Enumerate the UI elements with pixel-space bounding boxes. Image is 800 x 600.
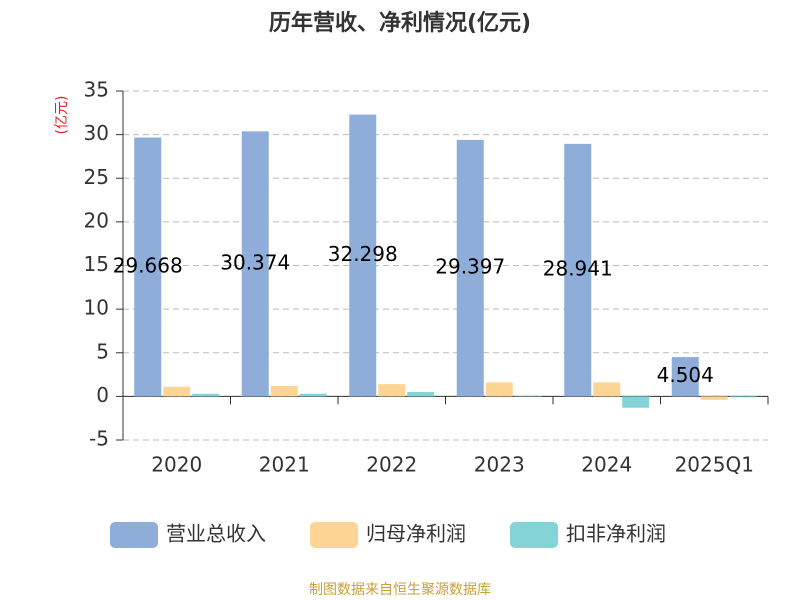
x-tick-label: 2022 — [366, 453, 417, 477]
bar — [163, 386, 191, 397]
y-tick-label: 5 — [96, 339, 109, 363]
bar — [407, 392, 435, 397]
data-label: 4.504 — [657, 363, 714, 387]
bar — [485, 382, 513, 397]
bar — [564, 143, 592, 397]
legend-label: 营业总收入 — [166, 522, 266, 546]
bar — [622, 396, 650, 408]
x-tick-label: 2023 — [474, 453, 525, 477]
y-axis-label: (亿元) — [54, 96, 70, 135]
x-tick-label: 2021 — [259, 453, 310, 477]
x-tick-label: 2020 — [151, 453, 202, 477]
y-tick-label: 15 — [84, 252, 109, 276]
legend-swatch — [310, 522, 358, 548]
y-tick-label: 35 — [84, 78, 109, 102]
bar — [134, 137, 162, 397]
legend-label: 归母净利润 — [366, 522, 466, 546]
bar — [671, 357, 699, 397]
y-tick-label: 10 — [84, 296, 109, 320]
bar — [378, 384, 406, 397]
data-label: 30.374 — [220, 250, 290, 274]
bar — [700, 396, 728, 400]
y-tick-label: 25 — [84, 165, 109, 189]
chart-title: 历年营收、净利情况(亿元) — [269, 10, 531, 36]
bar — [729, 396, 757, 398]
bar — [593, 382, 621, 397]
data-label: 32.298 — [328, 242, 398, 266]
legend-label: 扣非净利润 — [566, 522, 666, 546]
y-tick-label: -5 — [89, 427, 109, 451]
bar — [192, 393, 220, 397]
data-label: 29.668 — [113, 253, 183, 277]
y-tick-label: 20 — [84, 208, 109, 232]
legend-swatch — [510, 522, 558, 548]
bar — [241, 131, 269, 397]
source-note: 制图数据来自恒生聚源数据库 — [309, 582, 491, 598]
legend-swatch — [110, 522, 158, 548]
y-tick-label: 30 — [84, 121, 109, 145]
bar — [456, 139, 484, 397]
x-tick-label: 2025Q1 — [675, 453, 754, 477]
bar — [270, 385, 298, 397]
bar — [299, 393, 327, 397]
bar — [349, 114, 377, 397]
y-tick-label: 0 — [96, 383, 109, 407]
data-label: 29.397 — [435, 255, 505, 279]
x-tick-label: 2024 — [581, 453, 632, 477]
data-label: 28.941 — [543, 257, 613, 281]
